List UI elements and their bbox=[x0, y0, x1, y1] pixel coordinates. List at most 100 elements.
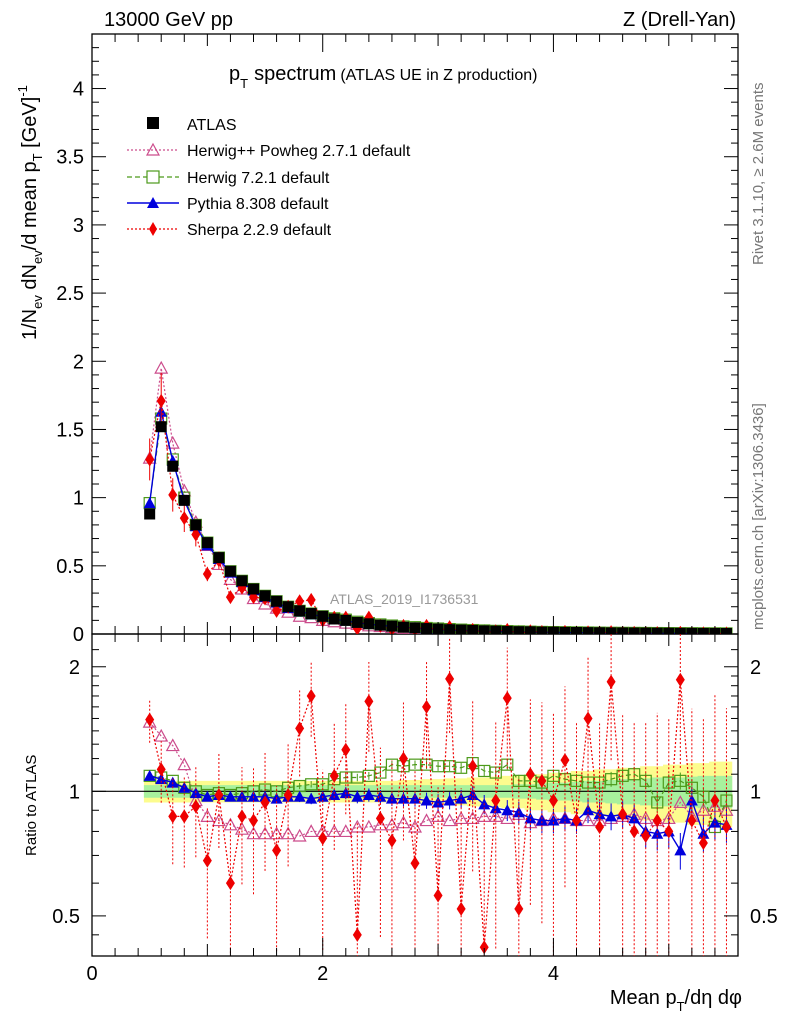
ratio-point-herwigpp bbox=[154, 728, 169, 742]
main-point-atlas bbox=[248, 583, 259, 595]
xlabel-b: /dη dφ bbox=[685, 987, 742, 1009]
ratio-point-sherpa bbox=[687, 813, 697, 828]
main-point-sherpa bbox=[306, 592, 316, 607]
main-ytick-label: 2.5 bbox=[56, 283, 84, 305]
ratio-point-sherpa bbox=[318, 831, 328, 846]
ylabel-c: /d mean p bbox=[19, 161, 41, 250]
ratio-point-pythia bbox=[305, 792, 318, 804]
legend-marker-herwigpp bbox=[145, 142, 161, 156]
ratio-point-sherpa bbox=[168, 809, 178, 824]
ratio-ytick-label-right: 2 bbox=[750, 657, 761, 679]
ratio-point-pythia bbox=[524, 812, 537, 824]
ratio-point-pythia bbox=[455, 792, 468, 804]
main-point-atlas bbox=[513, 626, 525, 634]
title-p: p bbox=[229, 63, 240, 85]
ylabel-d: [GeV] bbox=[19, 97, 41, 154]
main-ytick-label: 1.5 bbox=[56, 419, 84, 441]
ratio-point-sherpa bbox=[629, 824, 639, 839]
ratio-point-sherpa bbox=[225, 876, 235, 891]
main-point-herwigpp bbox=[154, 360, 169, 374]
ratio-point-sherpa bbox=[422, 699, 432, 714]
ratio-point-herwigpp bbox=[177, 757, 192, 771]
main-point-atlas bbox=[155, 421, 167, 433]
ratio-point-sherpa bbox=[721, 819, 731, 834]
ratio-point-sherpa bbox=[156, 762, 166, 777]
ratio-point-sherpa bbox=[548, 793, 558, 808]
main-point-atlas bbox=[582, 627, 594, 634]
ratio-point-pythia bbox=[674, 844, 687, 856]
main-point-atlas bbox=[651, 627, 663, 634]
ratio-point-pythia bbox=[547, 814, 560, 826]
ratio-point-herwigpp bbox=[223, 817, 238, 831]
ratio-point-sherpa bbox=[652, 813, 662, 828]
main-point-atlas bbox=[374, 619, 386, 631]
ratio-point-pythia bbox=[708, 816, 721, 828]
ratio-point-herwigpp bbox=[234, 821, 249, 835]
ratio-point-sherpa bbox=[664, 824, 674, 839]
main-point-atlas bbox=[259, 590, 271, 602]
ratio-point-pythia bbox=[362, 788, 375, 800]
ratio-point-sherpa bbox=[352, 927, 362, 942]
ratio-point-pythia bbox=[385, 792, 398, 804]
main-point-atlas bbox=[697, 627, 709, 634]
ratio-point-sherpa bbox=[641, 828, 651, 843]
main-point-herwigpp bbox=[223, 572, 238, 586]
xlabel-a: Mean p bbox=[610, 987, 677, 1009]
main-point-sherpa bbox=[295, 594, 305, 609]
main-point-sherpa bbox=[145, 452, 155, 467]
ratio-ytick-label: 0.5 bbox=[52, 906, 80, 928]
analysis-watermark: ATLAS_2019_I1736531 bbox=[330, 591, 479, 607]
ratio-point-pythia bbox=[605, 810, 618, 822]
main-point-sherpa bbox=[225, 590, 235, 605]
main-ytick-label: 2 bbox=[73, 351, 84, 373]
ratio-point-sherpa bbox=[329, 768, 339, 783]
process-label: Z (Drell-Yan) bbox=[623, 9, 736, 31]
mcplots-reference: mcplots.cern.ch [arXiv:1306.3436] bbox=[750, 403, 767, 630]
main-y-axis-label: 1/Nev dNev/d mean pT [GeV]-1 bbox=[15, 85, 45, 340]
main-point-atlas bbox=[213, 552, 225, 564]
main-point-atlas bbox=[144, 508, 156, 520]
main-ytick-label: 0 bbox=[73, 624, 84, 646]
ratio-point-sherpa bbox=[295, 721, 305, 736]
ratio-point-sherpa bbox=[491, 793, 501, 808]
main-point-sherpa bbox=[168, 487, 178, 502]
main-point-atlas bbox=[167, 460, 179, 472]
ratio-point-sherpa bbox=[202, 853, 212, 868]
ratio-point-sherpa bbox=[237, 809, 247, 824]
ratio-point-pythia bbox=[224, 790, 237, 802]
legend-label-sherpa: Sherpa 2.2.9 default bbox=[187, 222, 332, 239]
ratio-xtick-label: 2 bbox=[317, 963, 328, 985]
title-word: spectrum bbox=[254, 63, 336, 85]
legend-marker-atlas bbox=[147, 117, 159, 129]
ratio-point-herwigpp bbox=[384, 817, 399, 831]
ratio-point-sherpa bbox=[502, 691, 512, 706]
main-point-atlas bbox=[536, 626, 548, 634]
ratio-point-sherpa bbox=[583, 711, 593, 726]
ratio-point-herwigpp bbox=[407, 819, 423, 833]
ratio-point-herwigpp bbox=[442, 813, 457, 827]
ratio-ytick-label-right: 1 bbox=[750, 781, 761, 803]
axis-ticks: 0 0.5 1 1.5 2 2.5 3 3.5 4 0 2 4 0.5 0.5 1 1 2 2 bbox=[52, 34, 778, 985]
ratio-point-herwig7 bbox=[674, 774, 687, 787]
main-point-atlas bbox=[397, 621, 409, 633]
ratio-point-sherpa bbox=[445, 671, 455, 686]
ratio-point-herwigpp bbox=[500, 811, 515, 825]
title-note: (ATLAS UE in Z production) bbox=[340, 67, 537, 84]
ratio-point-sherpa bbox=[595, 819, 605, 834]
legend-marker-sherpa bbox=[149, 222, 157, 236]
ylabel-d-sup: -1 bbox=[15, 85, 30, 97]
ratio-point-herwigpp bbox=[292, 828, 307, 842]
legend-label-pythia: Pythia 8.308 default bbox=[187, 196, 329, 213]
ratio-point-pythia bbox=[351, 790, 364, 802]
ratio-point-herwigpp bbox=[361, 819, 376, 833]
main-point-atlas bbox=[305, 608, 317, 620]
ratio-point-sherpa bbox=[710, 793, 720, 808]
ratio-point-sherpa bbox=[514, 901, 524, 916]
ratio-point-herwigpp bbox=[465, 811, 480, 825]
ratio-ytick-label: 2 bbox=[69, 657, 80, 679]
main-line-herwigpp bbox=[149, 367, 727, 634]
ylabel-a: 1/N bbox=[19, 309, 41, 340]
chart-title: pT spectrum (ATLAS UE in Z production) bbox=[229, 63, 537, 91]
main-point-pythia bbox=[143, 497, 156, 509]
ratio-ytick-label: 1 bbox=[69, 781, 80, 803]
